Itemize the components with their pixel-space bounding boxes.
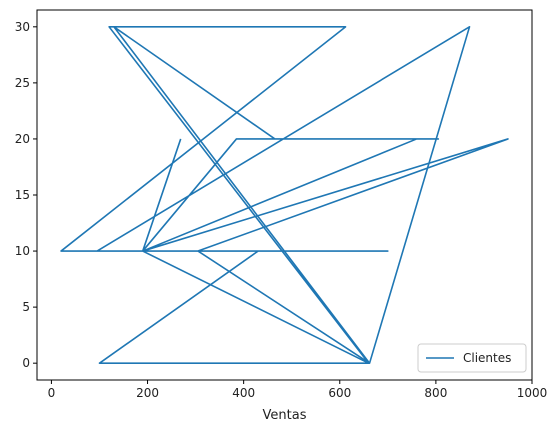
legend: Clientes: [417, 343, 527, 373]
x-axis-label: Ventas: [263, 408, 307, 423]
y-tick-label: 20: [15, 132, 30, 146]
y-tick-label: 5: [22, 300, 30, 314]
x-tick-label: 800: [424, 386, 447, 400]
series-line-clientes: [60, 26, 509, 364]
y-tick-label: 0: [22, 356, 30, 370]
x-axis-ticks: 0 200 400 600 800 1000: [48, 380, 548, 400]
series-layer: [60, 26, 509, 364]
y-tick-label: 10: [15, 244, 30, 258]
y-tick-label: 25: [15, 76, 30, 90]
x-tick-label: 600: [328, 386, 351, 400]
x-tick-label: 1000: [517, 386, 548, 400]
x-tick-label: 0: [48, 386, 56, 400]
y-tick-label: 15: [15, 188, 30, 202]
legend-label-clientes: Clientes: [463, 351, 511, 365]
x-tick-label: 400: [232, 386, 255, 400]
y-axis-ticks: 0 5 10 15 20 25 30: [15, 20, 37, 370]
plot-frame: [36, 9, 533, 381]
legend-box: [417, 343, 527, 373]
x-tick-label: 200: [136, 386, 159, 400]
y-tick-label: 30: [15, 20, 30, 34]
